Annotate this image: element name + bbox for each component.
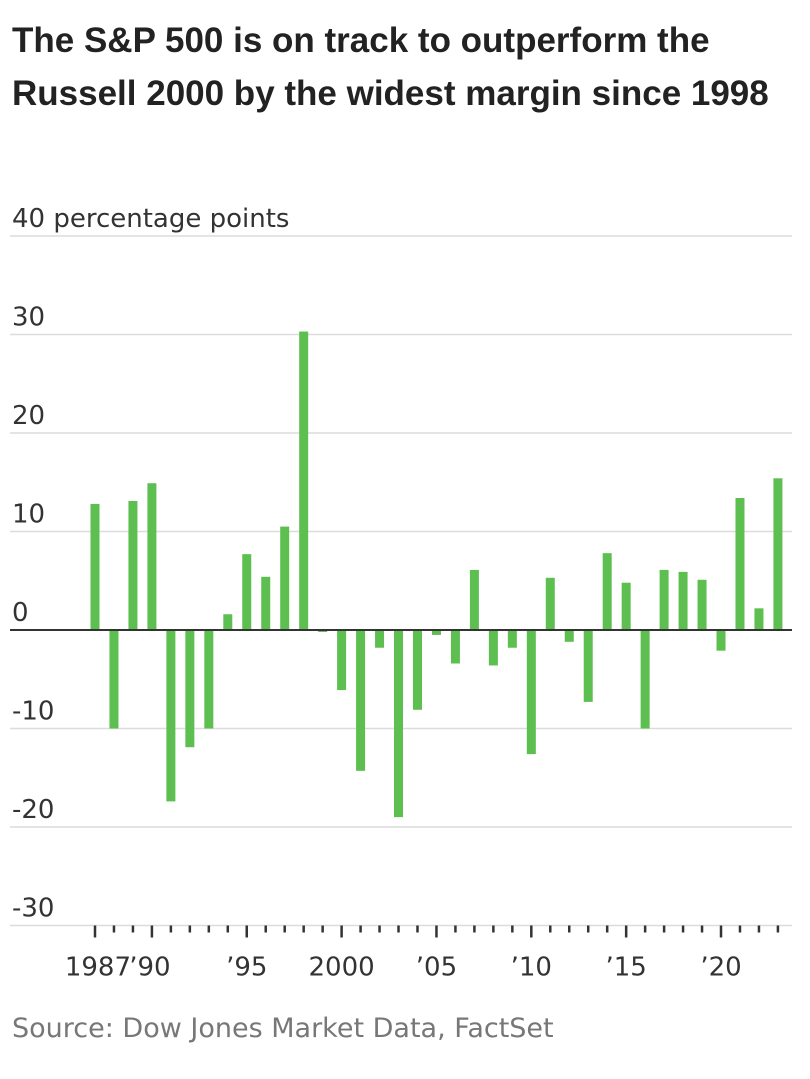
bar-chart: 40 percentage points 30 20 10 0 -10 -20 -30 1987… xyxy=(10,204,792,983)
bar-2023 xyxy=(773,478,783,630)
bar-2011 xyxy=(545,577,555,630)
axis-labels: 40 percentage points 30 20 10 0 -10 -20 -30 1987… xyxy=(12,204,742,983)
chart-title: The S&P 500 is on track to outperform th… xyxy=(12,21,769,113)
bar-1987 xyxy=(90,503,100,630)
bar-1996 xyxy=(261,576,271,630)
bar-2015 xyxy=(621,582,631,630)
bar-1991 xyxy=(166,630,176,802)
bar-2016 xyxy=(640,630,650,729)
bar-2000 xyxy=(337,630,347,691)
bars xyxy=(90,331,783,818)
bar-2010 xyxy=(526,630,536,755)
y-tick-label: -10 xyxy=(12,697,54,727)
bar-2009 xyxy=(507,630,517,648)
bar-2017 xyxy=(659,569,669,630)
y-tick-label: -20 xyxy=(12,795,54,825)
source-note: Source: Dow Jones Market Data, FactSet xyxy=(12,1013,554,1044)
x-tick-label: ’10 xyxy=(511,953,552,983)
y-tick-label: 10 xyxy=(12,500,45,530)
x-tick-label: ’15 xyxy=(605,953,646,983)
bar-2008 xyxy=(488,630,498,666)
bar-2022 xyxy=(754,608,764,630)
bar-2021 xyxy=(735,498,745,630)
gridlines xyxy=(10,235,792,927)
bar-2013 xyxy=(583,630,593,702)
x-tick-label: ’05 xyxy=(416,953,457,983)
bar-2001 xyxy=(356,630,366,771)
bar-1990 xyxy=(147,483,157,630)
x-axis xyxy=(10,629,792,938)
x-tick-label: ’95 xyxy=(226,953,267,983)
y-tick-label: 20 xyxy=(12,401,45,431)
x-tick-label: ’20 xyxy=(700,953,741,983)
bar-2003 xyxy=(394,630,404,818)
x-tick-label: 2000 xyxy=(309,953,375,983)
bar-1988 xyxy=(109,630,119,729)
y-tick-label: 0 xyxy=(12,598,29,628)
y-tick-label: 40 percentage points xyxy=(12,204,289,234)
bar-1994 xyxy=(223,614,233,630)
bar-2005 xyxy=(431,630,441,635)
bar-1998 xyxy=(299,331,309,630)
bar-2006 xyxy=(450,630,460,664)
bar-2020 xyxy=(716,630,726,651)
bar-2018 xyxy=(678,571,688,630)
bar-1995 xyxy=(242,554,252,630)
bar-1992 xyxy=(185,630,195,748)
bar-2012 xyxy=(564,630,574,642)
bar-1989 xyxy=(128,500,138,630)
bar-2004 xyxy=(412,630,422,710)
bar-2019 xyxy=(697,579,707,630)
bar-2002 xyxy=(375,630,385,648)
bar-2007 xyxy=(469,569,479,630)
bar-2014 xyxy=(602,553,612,630)
y-tick-label: -30 xyxy=(12,894,54,924)
bar-1997 xyxy=(280,526,290,630)
x-tick-label: ’90 xyxy=(129,953,170,983)
bar-1993 xyxy=(204,630,214,729)
x-tick-label: 1987 xyxy=(65,953,131,983)
y-tick-label: 30 xyxy=(12,303,45,333)
